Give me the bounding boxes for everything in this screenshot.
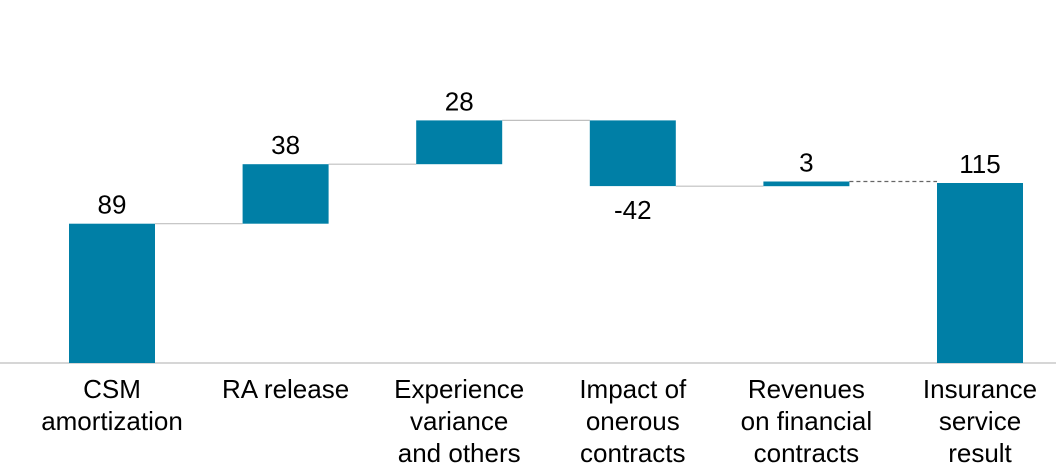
category-label-line: amortization xyxy=(41,406,183,436)
value-labels: 89 38 28 -42 3 115 xyxy=(98,86,1001,225)
category-label-4: Impact of onerous contracts xyxy=(579,374,687,468)
value-label-3: 28 xyxy=(445,86,474,116)
bar-6 xyxy=(937,183,1023,363)
category-label-line: variance xyxy=(410,406,508,436)
category-label-line: Insurance xyxy=(923,374,1037,404)
category-label-3: Experience variance and others xyxy=(394,374,524,468)
bar-4 xyxy=(589,120,676,187)
bar-2 xyxy=(242,164,329,224)
value-label-4: -42 xyxy=(614,195,652,225)
bar-5 xyxy=(763,181,850,187)
category-label-line: Impact of xyxy=(579,374,687,404)
category-label-line: contracts xyxy=(754,438,860,468)
bar-1 xyxy=(69,223,155,363)
category-label-6: Insurance service result xyxy=(923,374,1037,468)
category-labels: CSM amortization RA release Experience varia… xyxy=(41,374,1037,468)
value-label-2: 38 xyxy=(271,130,300,160)
category-label-line: Revenues xyxy=(748,374,865,404)
category-label-line: result xyxy=(948,438,1012,468)
bar-3 xyxy=(416,120,503,165)
category-label-line: onerous xyxy=(586,406,680,436)
category-label-line: Experience xyxy=(394,374,524,404)
category-label-line: RA release xyxy=(222,374,349,404)
value-label-1: 89 xyxy=(98,190,127,220)
category-label-line: on financial xyxy=(741,406,873,436)
category-label-line: service xyxy=(939,406,1021,436)
category-label-line: contracts xyxy=(580,438,686,468)
category-label-5: Revenues on financial contracts xyxy=(741,374,873,468)
bars xyxy=(69,120,1023,363)
category-label-2: RA release xyxy=(222,374,349,404)
category-label-1: CSM amortization xyxy=(41,374,183,436)
value-label-5: 3 xyxy=(799,148,813,178)
category-label-line: CSM xyxy=(83,374,141,404)
category-label-line: and others xyxy=(398,438,521,468)
value-label-6: 115 xyxy=(959,149,1000,179)
connector-lines xyxy=(155,119,937,225)
